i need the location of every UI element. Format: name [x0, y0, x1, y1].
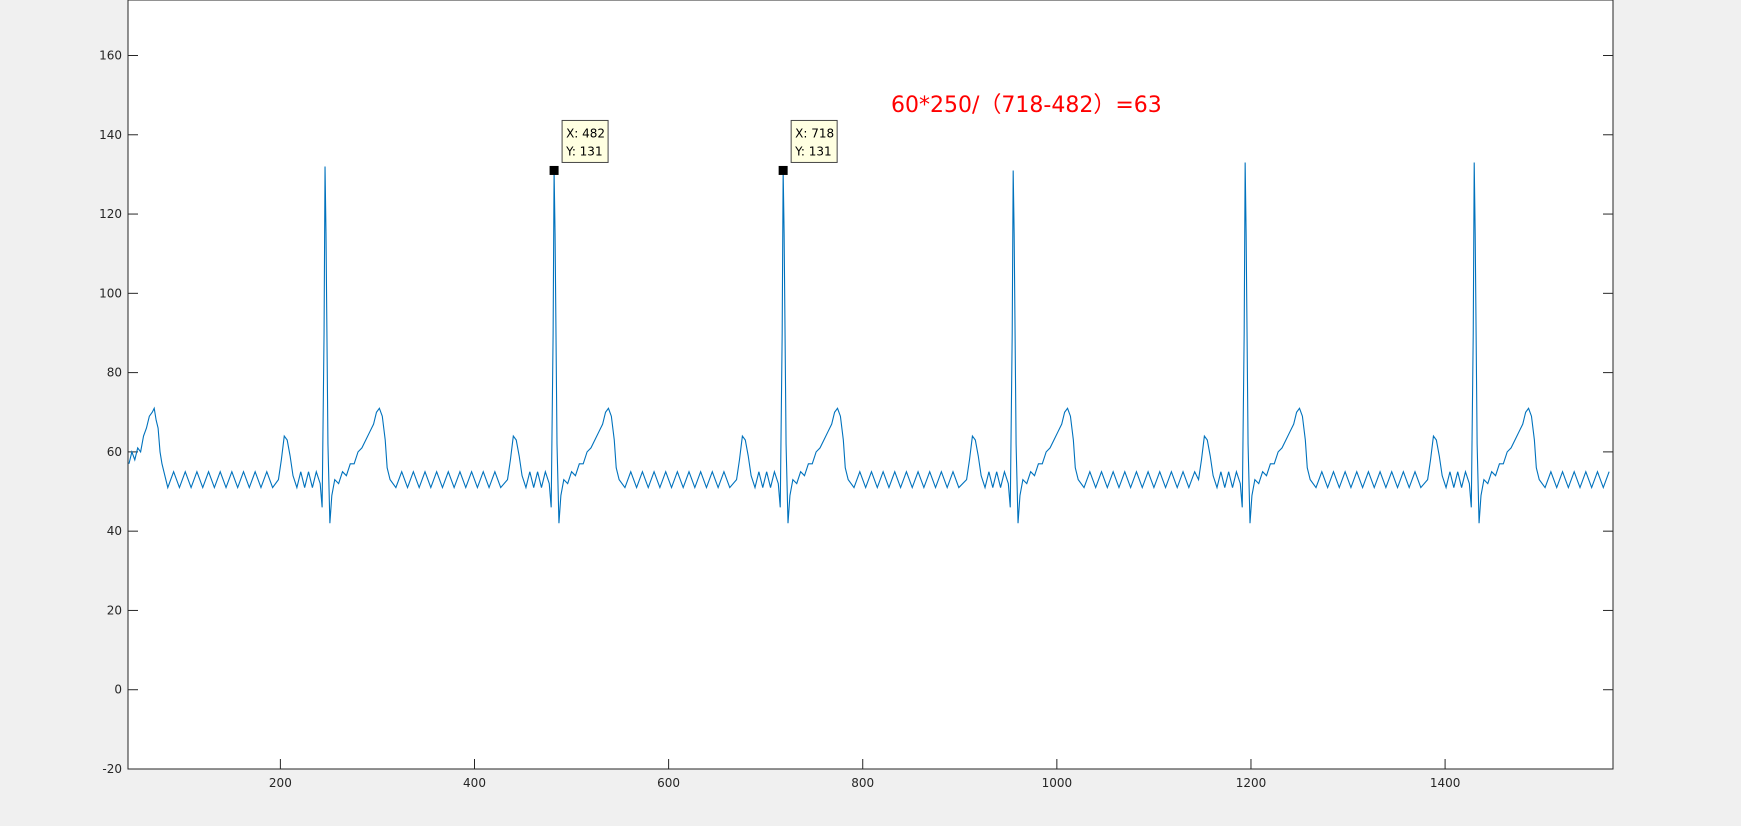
- x-tick-label: 800: [851, 776, 874, 790]
- ecg-line: [128, 162, 1610, 524]
- datatip-marker: [778, 165, 788, 175]
- y-tick-label: -20: [102, 762, 122, 776]
- y-tick-label: 20: [107, 603, 122, 617]
- datatip-label: Y: 131: [565, 144, 603, 158]
- datatip-label: X: 718: [795, 126, 834, 140]
- y-tick-label: 40: [107, 524, 122, 538]
- x-tick-label: 1200: [1236, 776, 1267, 790]
- datatip-label: X: 482: [566, 126, 605, 140]
- x-tick-label: 400: [463, 776, 486, 790]
- x-tick-label: 600: [657, 776, 680, 790]
- y-tick-label: 140: [99, 128, 122, 142]
- datatip-box: [790, 119, 838, 163]
- y-tick-label: 60: [107, 445, 122, 459]
- y-tick-label: 0: [114, 683, 122, 697]
- datatip-marker: [549, 165, 559, 175]
- datatip-label: Y: 131: [794, 144, 832, 158]
- y-tick-label: 100: [99, 286, 122, 300]
- x-tick-label: 1400: [1430, 776, 1461, 790]
- x-tick-label: 200: [269, 776, 292, 790]
- axes-box: [127, 0, 1614, 770]
- datatip-box: [561, 119, 609, 163]
- y-tick-label: 120: [99, 207, 122, 221]
- annotation: 60*250/（718-482）=63: [891, 93, 1162, 118]
- plot-area: [128, 0, 1613, 769]
- y-tick-label: 80: [107, 366, 122, 380]
- y-tick-label: 160: [99, 48, 122, 62]
- x-tick-label: 1000: [1042, 776, 1073, 790]
